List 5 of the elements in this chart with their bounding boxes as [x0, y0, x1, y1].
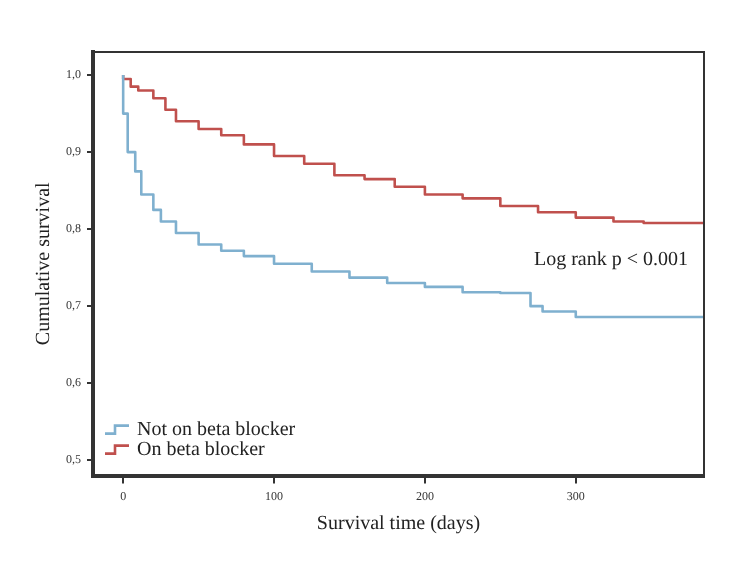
annotation: Log rank p < 0.001: [533, 248, 688, 271]
y-axis-title: Cumulative survival: [33, 181, 56, 346]
legend-label: Not on beta blocker: [137, 418, 297, 441]
x-axis-title: Survival time (days): [316, 513, 481, 536]
legend-label: On beta blocker: [137, 438, 267, 461]
